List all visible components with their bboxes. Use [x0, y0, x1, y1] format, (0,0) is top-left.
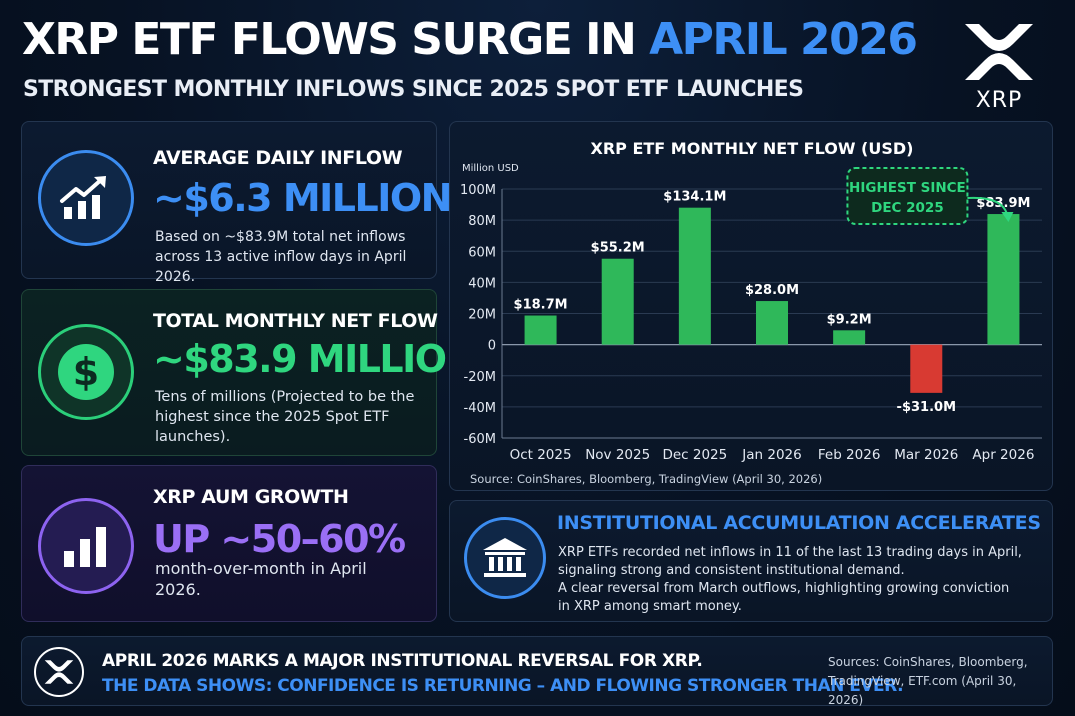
bar-value-label: -$31.0M [897, 400, 956, 415]
footer-banner: APRIL 2026 MARKS A MAJOR INSTITUTIONAL R… [21, 636, 1053, 707]
card-value: UP ~50–60% [153, 517, 406, 561]
card-value: ~$6.3 MILLION [153, 176, 452, 220]
title-main: XRP ETF FLOWS SURGE IN [22, 14, 650, 65]
monthly-net-flow-chart-panel: XRP ETF MONTHLY NET FLOW (USD) Million US… [449, 121, 1053, 491]
card-value: ~$83.9 MILLION [153, 337, 477, 381]
footer-source-line: Sources: CoinShares, Bloomberg, [828, 655, 1028, 669]
institutional-description: XRP ETFs recorded net inflows in 11 of t… [558, 544, 1048, 616]
xrp-aum-growth-card: XRP AUM GROWTH UP ~50–60% month-over-mon… [21, 465, 437, 622]
institutional-title: INSTITUTIONAL ACCUMULATION ACCELERATES [557, 512, 1041, 534]
card-description: Tens of millions (Projected to be the hi… [155, 389, 415, 445]
y-tick-label: 40M [468, 276, 496, 291]
bar-value-label: $28.0M [745, 283, 799, 298]
y-tick-label: -40M [464, 401, 496, 416]
x-tick-label: Dec 2025 [662, 447, 727, 463]
card-heading: AVERAGE DAILY INFLOW [153, 147, 403, 169]
annotation-arrowhead [1001, 212, 1014, 222]
x-tick-label: Nov 2025 [585, 447, 650, 463]
xrp-logo: XRP [958, 20, 1040, 116]
bar [987, 214, 1020, 345]
bar-value-label: $9.2M [827, 312, 872, 327]
y-tick-label: 20M [468, 308, 496, 323]
xrp-logo-icon [965, 24, 1033, 80]
bar [910, 344, 943, 393]
card-heading: TOTAL MONTHLY NET FLOW [153, 310, 438, 332]
annotation-box [846, 167, 969, 225]
bar [601, 258, 634, 345]
bar [833, 330, 866, 345]
x-tick-label: Oct 2025 [510, 447, 572, 463]
y-tick-label: -60M [464, 432, 496, 447]
card-description: Based on ~$83.9M total net inflows acros… [155, 229, 407, 285]
footer-tagline: THE DATA SHOWS: CONFIDENCE IS RETURNING … [102, 676, 904, 696]
institutional-line: in XRP among smart money. [558, 599, 742, 614]
dollar-icon: $ [38, 324, 134, 420]
y-tick-label: 60M [468, 245, 496, 260]
title-accent: APRIL 2026 [649, 14, 918, 65]
growth-chart-icon [38, 150, 134, 246]
card-description: month-over-month in April 2026. [155, 559, 367, 599]
monthly-net-flow-chart: XRP ETF MONTHLY NET FLOW (USD) Million US… [460, 139, 1042, 486]
institutional-line: A clear reversal from March outflows, hi… [558, 581, 1010, 596]
y-tick-label: 0 [488, 339, 496, 354]
institutional-line: signaling strong and consistent institut… [558, 563, 905, 578]
y-axis-label: Million USD [462, 163, 519, 174]
xrp-logo-icon [34, 647, 84, 697]
y-tick-label: -20M [464, 370, 496, 385]
chart-title: XRP ETF MONTHLY NET FLOW (USD) [591, 139, 914, 158]
y-tick-label: 100M [460, 183, 496, 198]
x-tick-label: Jan 2026 [741, 447, 801, 463]
annotation-text: DEC 2025 [871, 200, 944, 216]
footer-source-line: TradingView, ETF.com (April 30, 2026) [828, 674, 1017, 707]
bar-value-label: $134.1M [663, 190, 726, 205]
page-title: XRP ETF FLOWS SURGE IN APRIL 2026 [22, 14, 918, 65]
x-tick-label: Feb 2026 [818, 447, 881, 463]
xrp-logo-text: XRP [975, 88, 1023, 113]
footer-sources: Sources: CoinShares, Bloomberg, TradingV… [828, 653, 1048, 710]
annotation-text: HIGHEST SINCE [849, 180, 966, 196]
bar-chart-icon [38, 498, 134, 594]
y-tick-label: 80M [468, 214, 496, 229]
chart-source: Source: CoinShares, Bloomberg, TradingVi… [470, 472, 822, 486]
x-tick-label: Mar 2026 [894, 447, 958, 463]
bar [678, 207, 711, 345]
card-heading: XRP AUM GROWTH [153, 486, 349, 508]
bar [524, 315, 557, 345]
bar [756, 301, 788, 345]
bar-value-label: $55.2M [591, 241, 645, 256]
institutional-line: XRP ETFs recorded net inflows in 11 of t… [558, 545, 1022, 560]
x-tick-label: Apr 2026 [972, 447, 1034, 463]
average-daily-inflow-card: AVERAGE DAILY INFLOW ~$6.3 MILLION Based… [21, 121, 452, 285]
page-subtitle: STRONGEST MONTHLY INFLOWS SINCE 2025 SPO… [23, 77, 804, 102]
footer-headline: APRIL 2026 MARKS A MAJOR INSTITUTIONAL R… [102, 651, 703, 671]
bar-value-label: $18.7M [514, 298, 568, 313]
total-monthly-net-flow-card: $ TOTAL MONTHLY NET FLOW ~$83.9 MILLION … [21, 289, 477, 456]
svg-text:$: $ [73, 350, 99, 394]
institutional-accumulation-panel: INSTITUTIONAL ACCUMULATION ACCELERATES X… [449, 500, 1053, 622]
bank-icon [464, 517, 546, 599]
